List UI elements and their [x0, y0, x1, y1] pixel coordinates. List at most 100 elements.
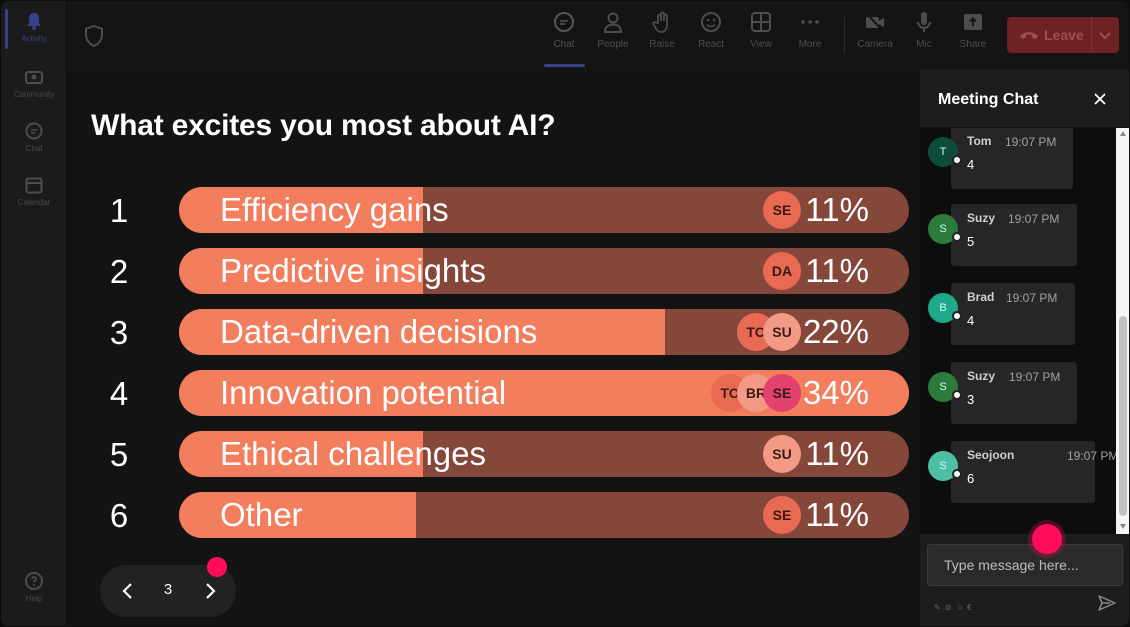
chevron-left-icon[interactable]	[116, 579, 140, 603]
message-sender: Suzy	[967, 369, 996, 383]
toolbar-button-label: Camera	[857, 39, 893, 50]
mic-icon	[917, 12, 931, 32]
chat-header-divider	[920, 127, 1129, 128]
toolbar-chat-button[interactable]: Chat	[539, 11, 589, 63]
poll-bar: Innovation potential TO BR SE 34%	[179, 370, 909, 416]
emoji-icon[interactable]: ☺	[956, 603, 965, 612]
toolbar-button-label: Mic	[916, 39, 932, 50]
toolbar-share-button[interactable]: Share	[948, 11, 998, 63]
presence-status-dot	[952, 390, 962, 400]
voter-avatar: DA	[763, 252, 801, 290]
message-bubble: Suzy 19:07 PM 5	[951, 204, 1077, 266]
chevron-down-icon[interactable]	[1097, 27, 1113, 43]
camera-off-icon	[866, 13, 884, 32]
toolbar-raise-button[interactable]: Raise	[637, 11, 687, 63]
close-icon[interactable]	[1092, 91, 1108, 107]
notification-dot	[207, 557, 227, 577]
toolbar-react-button[interactable]: React	[686, 11, 736, 63]
poll-bar-fill	[179, 187, 423, 233]
poll-option-percent: 34%	[802, 374, 869, 411]
poll-option-number: 5	[109, 436, 129, 473]
chat-scrollbar[interactable]	[1116, 128, 1129, 534]
rail-item-help[interactable]: Help	[1, 571, 67, 603]
phone-hangup-icon	[1020, 32, 1038, 39]
poll-option-percent: 11%	[805, 435, 869, 472]
chat-bubble-icon	[554, 12, 574, 32]
rail-item-community[interactable]: Community	[1, 67, 67, 99]
poll-option-row: 1 Efficiency gains SE 11%	[101, 187, 911, 233]
poll-option-percent: 11%	[805, 252, 869, 289]
message-body: 5	[967, 234, 975, 249]
share-icon	[964, 14, 982, 30]
rail-item-label: Community	[13, 90, 55, 99]
presentation-stage: What excites you most about AI? 1 Efficie…	[67, 69, 919, 626]
rail-item-chat[interactable]: Chat	[1, 121, 67, 153]
scrollbar-thumb[interactable]	[1119, 316, 1127, 516]
toolbar-camera-button[interactable]: Camera	[850, 11, 900, 63]
toolbar-active-indicator	[544, 64, 585, 67]
toolbar-more-button[interactable]: More	[785, 11, 835, 63]
voter-avatars: SU	[763, 435, 801, 473]
bell-icon	[27, 13, 41, 30]
rail-item-label: Activity	[21, 34, 47, 43]
toolbar-mic-button[interactable]: Mic	[899, 11, 949, 63]
poll-option-row: 2 Predictive insights DA 11%	[101, 248, 911, 294]
rail-active-indicator	[5, 9, 8, 49]
scroll-up-icon[interactable]	[1120, 131, 1126, 136]
poll-bar: Ethical challenges SU 11%	[179, 431, 909, 477]
gif-icon[interactable]: €	[967, 603, 972, 612]
leave-label: Leave	[1044, 27, 1084, 43]
message-bubble: Suzy 19:07 PM 3	[951, 362, 1077, 424]
rail-item-activity[interactable]: Activity	[1, 11, 67, 43]
presence-status-dot	[952, 311, 962, 321]
presence-status-dot	[952, 469, 962, 479]
message-sender: Seojoon	[967, 448, 1015, 462]
react-icon	[701, 12, 721, 32]
send-icon[interactable]	[1097, 593, 1117, 613]
message-body: 4	[967, 313, 975, 328]
toolbar-people-button[interactable]: People	[588, 11, 638, 63]
poll-bar: Data-driven decisions TO SU 22%	[179, 309, 909, 355]
leave-button[interactable]: Leave	[1007, 17, 1119, 53]
toolbar-button-label: People	[597, 39, 629, 50]
meeting-toolbar: Chat People Raise React View More Camera	[67, 1, 1129, 69]
voter-avatar: SU	[763, 435, 801, 473]
shield-icon[interactable]	[84, 25, 104, 47]
chat-message-list[interactable]: Tom 19:07 PM 4 T Suzy 19:07 PM 5 S Brad 19:07 PM 4…	[920, 128, 1116, 534]
poll-option-label: Data-driven decisions	[220, 313, 538, 350]
rail-item-label: Calendar	[17, 198, 51, 207]
poll-option-label: Innovation potential	[220, 374, 507, 411]
toolbar-button-label: React	[697, 39, 725, 50]
help-icon	[25, 572, 43, 590]
rail-item-calendar[interactable]: Calendar	[1, 175, 67, 207]
toolbar-view-button[interactable]: View	[736, 11, 786, 63]
voter-avatars: TO BR SE	[711, 374, 801, 412]
voter-avatar: SE	[763, 191, 801, 229]
people-icon	[603, 12, 623, 33]
message-sender: Brad	[967, 290, 995, 304]
toolbar-divider	[844, 17, 845, 53]
poll-bar: Predictive insights DA 11%	[179, 248, 909, 294]
attach-icon[interactable]: ⊘	[945, 603, 952, 612]
presence-status-dot	[952, 155, 962, 165]
message-body: 4	[967, 157, 975, 172]
scroll-down-icon[interactable]	[1120, 524, 1126, 529]
poll-option-row: 6 Other SE 11%	[101, 492, 911, 538]
voter-avatar: SE	[763, 374, 801, 412]
chat-message: Suzy 19:07 PM 3 S	[928, 362, 1108, 424]
calendar-icon	[25, 177, 43, 194]
chat-message-input[interactable]	[927, 544, 1123, 586]
chevron-right-icon[interactable]	[198, 579, 222, 603]
format-icon[interactable]: ✎	[934, 603, 941, 612]
poll-option-percent: 11%	[805, 191, 869, 228]
message-time: 19:07 PM	[1067, 449, 1116, 463]
poll-bar-fill	[179, 248, 423, 294]
poll-option-label: Predictive insights	[220, 252, 486, 289]
chat-message: Tom 19:07 PM 4 T	[928, 128, 1108, 189]
poll-option-label: Ethical challenges	[220, 435, 486, 472]
message-time: 19:07 PM	[1008, 212, 1060, 226]
message-time: 19:07 PM	[1005, 135, 1057, 149]
community-icon	[25, 71, 43, 84]
poll-option-row: 5 Ethical challenges SU 11%	[101, 431, 911, 477]
